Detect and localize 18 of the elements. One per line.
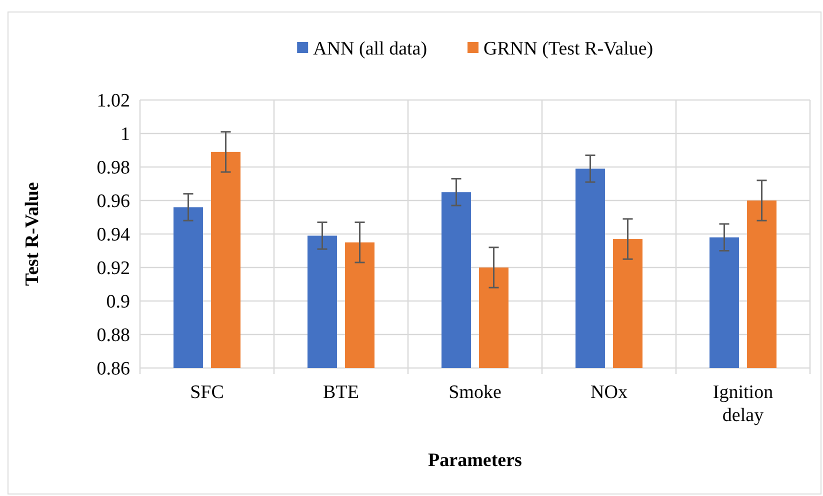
legend-label: ANN (all data) (313, 38, 428, 60)
y-tick-label: 0.9 (106, 292, 130, 313)
y-tick-label: 1.02 (96, 90, 130, 112)
y-tick-label: 0.88 (96, 325, 130, 346)
y-tick-label: 0.94 (96, 224, 130, 246)
x-tick-label: NOx (590, 382, 628, 403)
y-tick-label: 0.98 (96, 158, 130, 179)
y-tick-label: 0.86 (96, 358, 130, 380)
legend-label: GRNN (Test R-Value) (484, 38, 654, 60)
y-tick-label: 0.92 (96, 258, 130, 280)
x-tick-label: SFC (190, 382, 224, 403)
y-tick-label: 1 (120, 124, 130, 146)
y-axis-title: Test R-Value (22, 182, 43, 286)
x-tick-label: Smoke (448, 382, 502, 403)
x-tick-label: BTE (323, 382, 359, 403)
x-axis-title: Parameters (428, 450, 522, 471)
y-tick-label: 0.96 (96, 191, 130, 212)
x-tick-label: Ignition delay (712, 382, 774, 426)
